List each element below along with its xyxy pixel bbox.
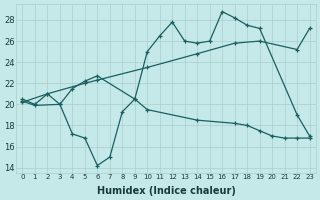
X-axis label: Humidex (Indice chaleur): Humidex (Indice chaleur)	[97, 186, 236, 196]
